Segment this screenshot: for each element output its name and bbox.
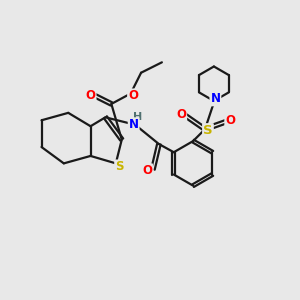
Text: H: H <box>133 112 142 122</box>
Text: O: O <box>142 164 152 177</box>
Text: S: S <box>203 124 213 137</box>
Text: O: O <box>176 108 186 121</box>
Text: S: S <box>115 160 124 173</box>
Text: O: O <box>225 114 235 127</box>
Text: O: O <box>85 88 96 101</box>
Text: N: N <box>129 118 139 131</box>
Text: N: N <box>210 92 220 105</box>
Text: O: O <box>128 89 138 102</box>
